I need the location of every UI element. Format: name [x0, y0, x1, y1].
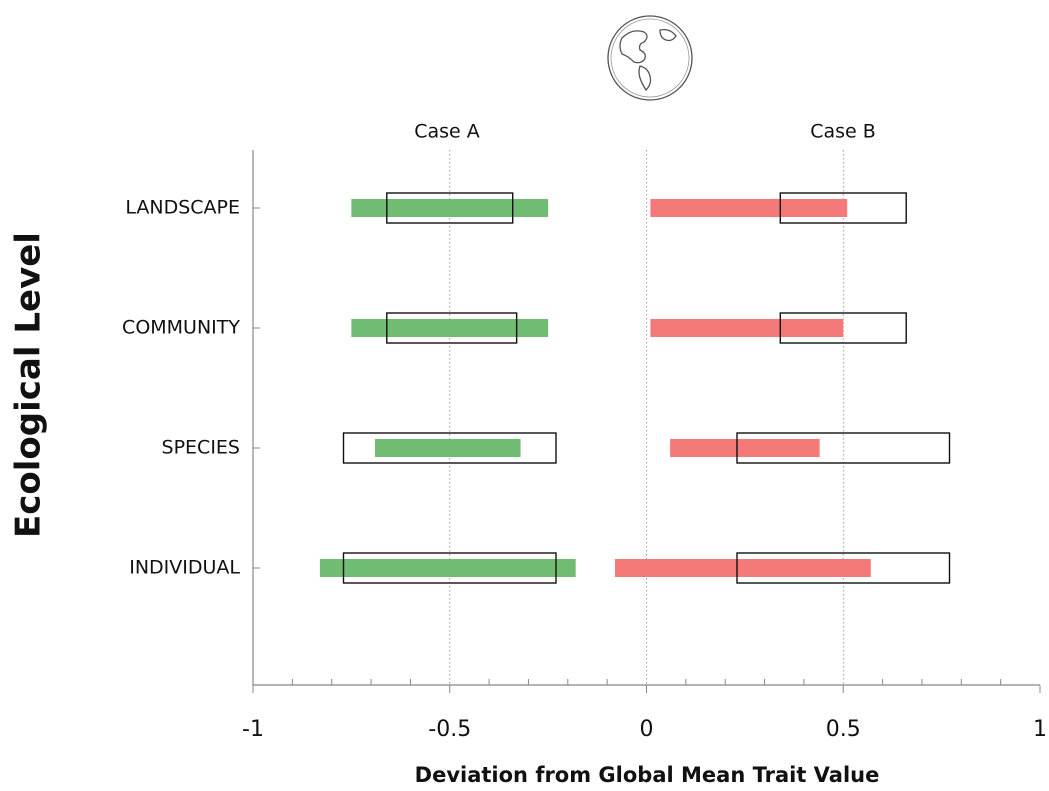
y-tick-label: LANDSCAPE: [125, 197, 240, 219]
x-axis-title: Deviation from Global Mean Trait Value: [415, 763, 880, 787]
legend-label: Case B: [810, 121, 876, 143]
x-tick-label: 1: [1033, 717, 1047, 742]
range-bar: [615, 559, 871, 577]
range-bar: [670, 439, 820, 457]
y-tick-label: COMMUNITY: [122, 317, 240, 339]
range-bar: [650, 319, 843, 337]
x-tick-label: 0.5: [826, 717, 861, 742]
globe-icon: [608, 16, 692, 100]
y-axis-title: Ecological Level: [9, 232, 49, 538]
x-tick-label: -0.5: [428, 717, 471, 742]
legend-label: Case A: [414, 121, 480, 143]
range-bar: [351, 199, 548, 217]
y-tick-label: SPECIES: [162, 437, 240, 459]
range-bar: [650, 199, 847, 217]
range-bar: [320, 559, 576, 577]
x-tick-label: 0: [640, 717, 654, 742]
range-bar: [351, 319, 548, 337]
y-tick-label: INDIVIDUAL: [129, 557, 240, 579]
range-bar: [375, 439, 521, 457]
chart: Ecological Level Deviation from Global M…: [0, 0, 1049, 791]
x-tick-label: -1: [242, 717, 264, 742]
